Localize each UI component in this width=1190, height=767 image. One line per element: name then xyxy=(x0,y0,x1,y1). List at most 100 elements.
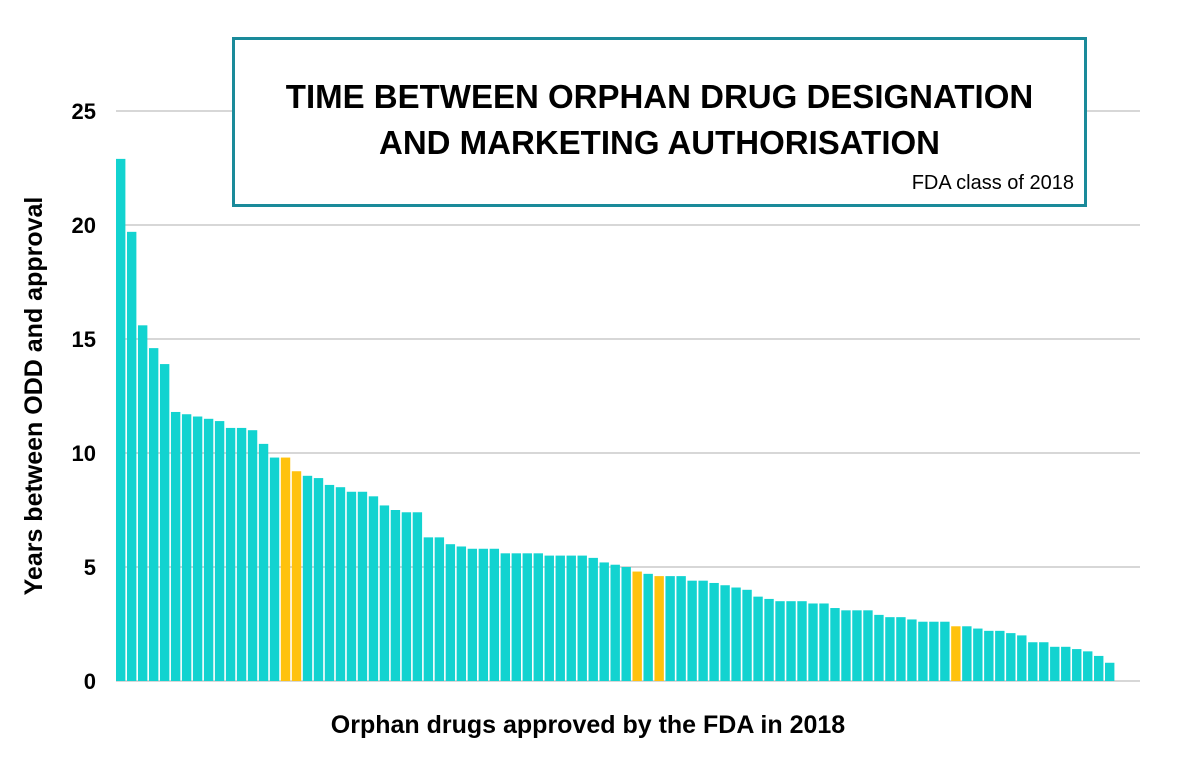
bar xyxy=(1017,635,1027,681)
bar xyxy=(929,621,939,681)
bar xyxy=(940,621,950,681)
bar xyxy=(995,630,1005,681)
bar xyxy=(401,512,412,681)
bar-highlighted xyxy=(951,626,961,681)
bar-highlighted xyxy=(280,457,291,681)
bar xyxy=(148,348,159,681)
bar xyxy=(830,608,840,681)
bar xyxy=(379,505,390,681)
bar xyxy=(1083,651,1093,681)
bar xyxy=(1039,642,1049,681)
bar xyxy=(687,580,697,681)
bar xyxy=(665,576,675,681)
bar xyxy=(126,231,137,681)
bar xyxy=(214,421,225,681)
bar xyxy=(1105,662,1115,681)
bar xyxy=(269,457,280,681)
x-axis-title: Orphan drugs approved by the FDA in 2018 xyxy=(331,711,846,739)
bar xyxy=(434,537,445,681)
bar xyxy=(841,610,851,681)
bar xyxy=(511,553,521,681)
bar xyxy=(258,443,269,681)
bar xyxy=(643,573,653,681)
chart-title: TIME BETWEEN ORPHAN DRUG DESIGNATION AND… xyxy=(285,78,1034,161)
bar xyxy=(1061,646,1071,681)
bar xyxy=(346,491,357,681)
bar xyxy=(962,626,972,681)
bar xyxy=(225,427,236,681)
y-axis-ticks: 0 5 10 15 20 25 xyxy=(72,99,96,694)
bar xyxy=(599,562,609,681)
bar xyxy=(698,580,708,681)
bar xyxy=(522,553,532,681)
chart-title-box: TIME BETWEEN ORPHAN DRUG DESIGNATION AND… xyxy=(232,37,1087,207)
bar xyxy=(918,621,928,681)
bar xyxy=(137,325,148,681)
bar xyxy=(676,576,686,681)
bar xyxy=(390,510,401,681)
bar xyxy=(412,512,423,681)
bar xyxy=(192,416,203,681)
bars xyxy=(116,158,1115,681)
bar xyxy=(423,537,434,681)
bar xyxy=(478,548,489,681)
bar xyxy=(808,603,818,681)
y-tick-label: 20 xyxy=(72,213,96,238)
bar xyxy=(1072,649,1082,681)
y-tick-label: 0 xyxy=(84,669,96,694)
chart-subtitle: FDA class of 2018 xyxy=(911,172,1074,194)
y-axis-title: Years between ODD and approval xyxy=(20,197,48,596)
y-tick-label: 15 xyxy=(72,327,96,352)
bar-highlighted xyxy=(654,576,664,681)
bar xyxy=(203,418,214,681)
bar xyxy=(709,582,719,681)
bar xyxy=(357,491,368,681)
bar xyxy=(302,475,313,681)
bar xyxy=(775,601,785,681)
bar xyxy=(610,564,620,681)
bar xyxy=(797,601,807,681)
bar xyxy=(324,484,335,681)
bar xyxy=(247,430,258,681)
bar xyxy=(445,544,456,681)
bar xyxy=(885,617,895,681)
bar xyxy=(852,610,862,681)
bar xyxy=(907,619,917,681)
y-tick-label: 25 xyxy=(72,99,96,124)
bar xyxy=(819,603,829,681)
bar xyxy=(588,557,598,681)
bar xyxy=(1028,642,1038,681)
bar-highlighted xyxy=(291,471,302,681)
bar xyxy=(313,478,324,681)
bar xyxy=(896,617,906,681)
bar xyxy=(577,555,587,681)
bar xyxy=(467,548,478,681)
bar xyxy=(500,553,511,681)
bar xyxy=(742,589,752,681)
bar xyxy=(1094,655,1104,681)
bar xyxy=(236,427,247,681)
bar xyxy=(786,601,796,681)
bar xyxy=(335,487,346,681)
bar xyxy=(764,598,774,681)
bar xyxy=(489,548,500,681)
bar xyxy=(874,614,884,681)
bar xyxy=(170,411,181,681)
y-tick-label: 5 xyxy=(84,555,96,580)
bar xyxy=(973,628,983,681)
bar xyxy=(753,596,763,681)
bar xyxy=(368,496,379,681)
bar xyxy=(1006,633,1016,681)
bar xyxy=(566,555,576,681)
bar xyxy=(544,555,554,681)
bar xyxy=(1050,646,1060,681)
y-tick-label: 10 xyxy=(72,441,96,466)
bar xyxy=(984,630,994,681)
bar xyxy=(863,610,873,681)
bar xyxy=(456,546,467,681)
bar xyxy=(720,585,730,681)
bar xyxy=(159,364,170,681)
bar xyxy=(116,158,126,681)
bar xyxy=(533,553,543,681)
bar xyxy=(621,567,631,681)
